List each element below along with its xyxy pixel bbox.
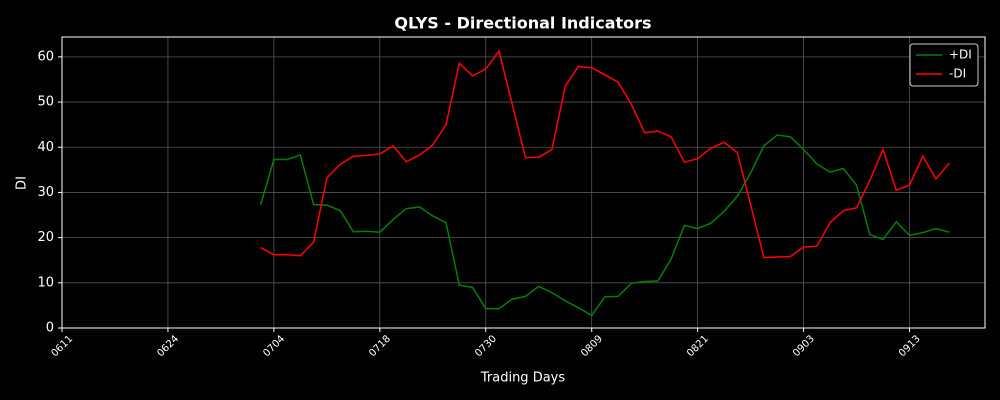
x-axis-label: Trading Days [480,371,565,386]
y-tick-label: 60 [37,49,54,64]
line-series [260,49,950,259]
line-series [259,134,950,317]
y-tick-label: 20 [37,230,54,245]
y-tick-label: 10 [37,275,54,290]
plot-frame [61,36,986,329]
y-tick-label: 30 [37,185,54,200]
y-tick-label: 40 [37,140,54,155]
y-axis-label: DI [15,176,30,190]
y-tick-label: 50 [37,95,54,110]
legend-label: -DI [949,67,966,81]
legend: +DI -DI [909,43,979,87]
legend-label: +DI [949,48,972,62]
y-tick-label: 0 [46,321,54,336]
chart-title: QLYS - Directional Indicators [394,14,651,33]
